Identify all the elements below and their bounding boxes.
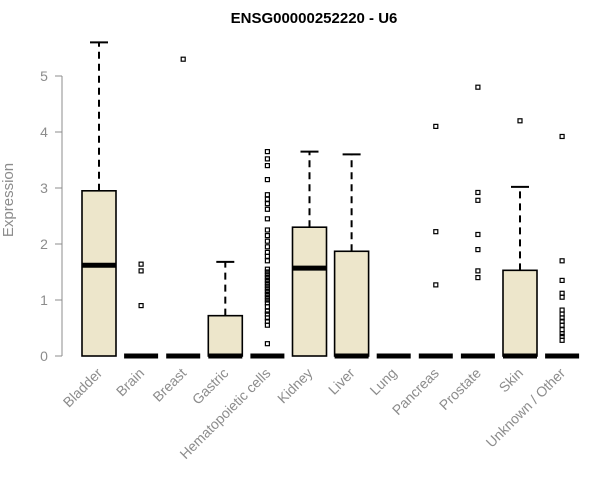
x-category-label: Brain [113, 365, 147, 399]
outlier-point [264, 272, 270, 278]
box-group [418, 123, 453, 359]
box-group [291, 150, 328, 357]
y-tick-label: 2 [40, 236, 48, 252]
outlier-point [264, 300, 270, 306]
outlier-point [433, 229, 439, 235]
outlier-point [264, 318, 270, 324]
outlier-point [264, 297, 270, 303]
outlier-point [475, 275, 481, 281]
y-axis-label: Expression [0, 163, 17, 237]
outlier-point [264, 275, 270, 281]
chart-title: ENSG00000252220 - U6 [231, 10, 398, 27]
outlier-point [433, 123, 439, 130]
outlier-point [264, 294, 270, 300]
boxes-layer [81, 41, 580, 359]
outlier-point [264, 283, 270, 289]
outlier-point [264, 258, 270, 264]
x-category-label: Bladder [60, 365, 106, 411]
outlier-point [475, 231, 481, 238]
outlier-point [517, 118, 523, 124]
outlier-point [264, 249, 270, 255]
box-group [207, 260, 244, 359]
box-group [124, 261, 159, 359]
box-group [81, 41, 117, 357]
y-tick-label: 4 [40, 124, 48, 140]
outlier-point [264, 286, 270, 292]
outlier-point [264, 227, 270, 233]
outlier-point [264, 341, 270, 347]
outlier-point [264, 311, 270, 317]
x-category-label: Kidney [274, 365, 316, 407]
x-category-label: Pancreas [389, 365, 442, 418]
outlier-point [475, 268, 481, 274]
box-rect [81, 190, 117, 357]
y-tick-label: 1 [40, 292, 48, 308]
outlier-point [559, 318, 565, 324]
outlier-point [475, 189, 481, 196]
x-category-label: Liver [325, 365, 358, 398]
outlier-point [559, 290, 565, 296]
outlier-point [264, 201, 270, 207]
outlier-point [264, 280, 270, 286]
outlier-point [559, 133, 565, 140]
outlier-point [475, 247, 481, 253]
y-tick-label: 5 [40, 68, 48, 84]
outlier-point [264, 177, 270, 183]
outlier-point [433, 282, 439, 288]
box-group [460, 84, 495, 359]
outlier-point [264, 238, 270, 244]
x-category-label: Skin [496, 365, 527, 396]
box-rect [333, 250, 370, 357]
outlier-point [264, 269, 270, 275]
box-rect [291, 226, 328, 357]
outlier-point [475, 84, 481, 90]
x-category-label: Unknown / Other [483, 365, 569, 451]
box-rect [502, 269, 538, 357]
box-rect [207, 314, 244, 357]
outlier-point [138, 303, 144, 309]
outlier-point [264, 163, 270, 169]
x-category-label: Prostate [436, 365, 484, 413]
y-tick-label: 0 [40, 348, 48, 364]
x-category-label: Breast [149, 365, 189, 405]
y-axis-ticks: 0 1 2 3 4 5 [40, 68, 62, 364]
outlier-point [559, 258, 565, 264]
box-group [250, 149, 285, 359]
outlier-point [138, 268, 144, 274]
outlier-point [559, 333, 565, 339]
outlier-point [180, 56, 186, 62]
outlier-point [264, 156, 270, 162]
outlier-point [264, 233, 270, 239]
box-group [333, 153, 370, 359]
outlier-point [559, 307, 565, 313]
outlier-point [264, 196, 270, 202]
outlier-point [264, 216, 270, 222]
x-category-label: Lung [366, 365, 399, 398]
outlier-point [264, 308, 270, 314]
y-tick-label: 3 [40, 180, 48, 196]
outlier-point [138, 261, 144, 267]
outlier-point [475, 197, 481, 203]
box-group [166, 56, 201, 359]
box-group [502, 118, 538, 359]
box-group [545, 133, 580, 359]
outlier-point [264, 291, 270, 297]
outlier-point [264, 149, 270, 155]
outlier-point [559, 277, 565, 283]
outlier-point [264, 277, 270, 283]
outlier-point [264, 266, 270, 272]
outlier-point [264, 206, 270, 212]
outlier-point [264, 244, 270, 250]
outlier-point [264, 289, 270, 295]
outlier-point [264, 192, 270, 198]
